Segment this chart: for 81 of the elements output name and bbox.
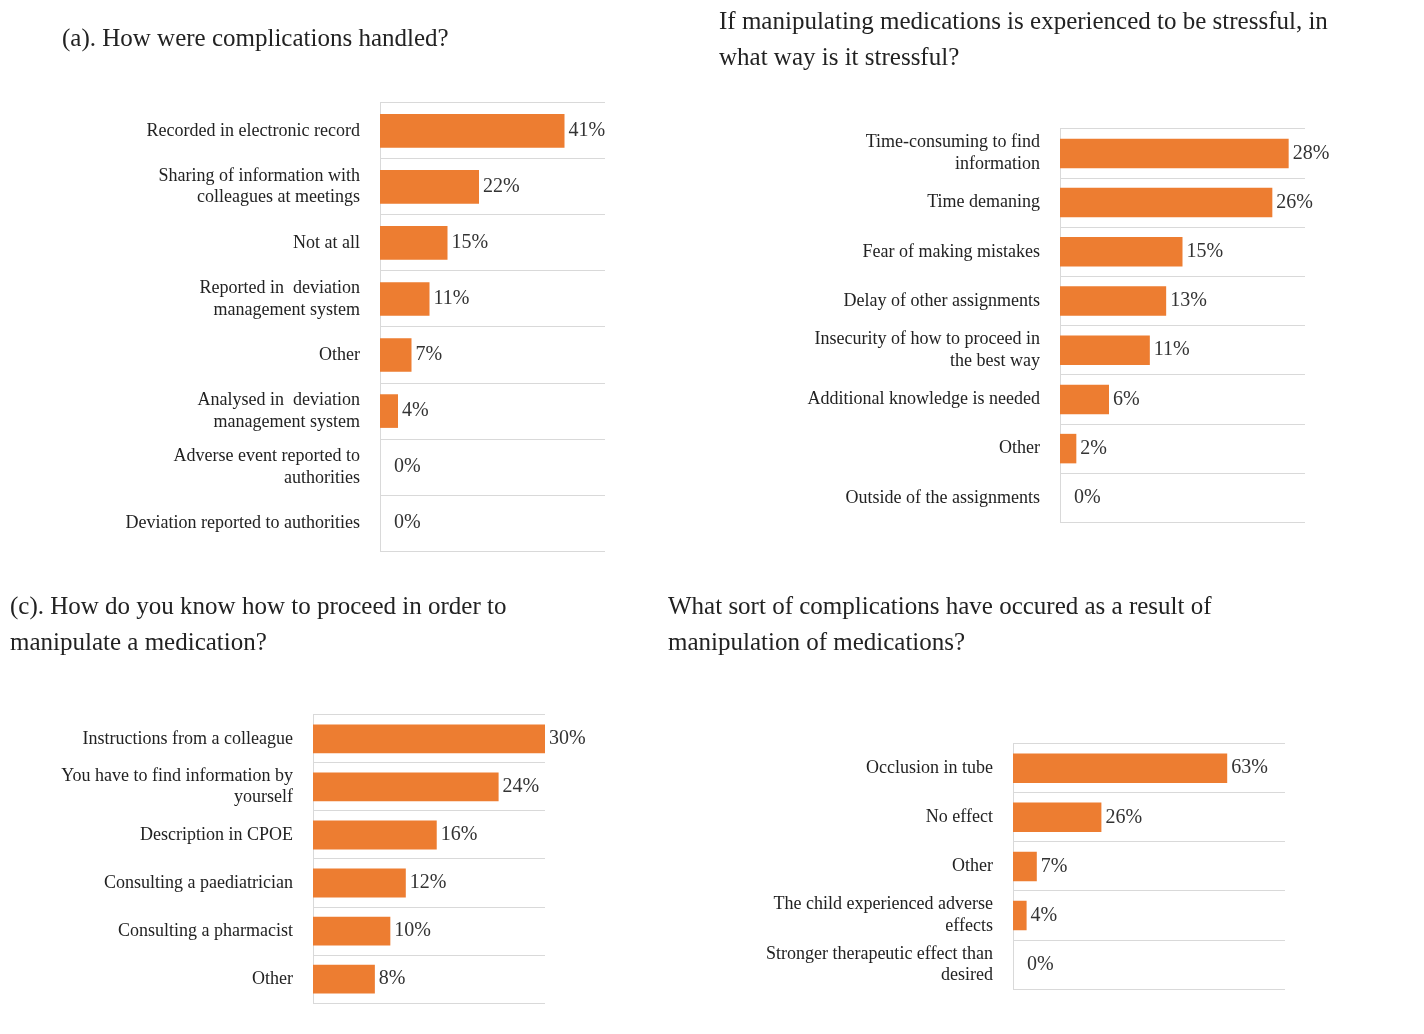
- data-label: 7%: [415, 342, 443, 365]
- bar: [380, 114, 565, 148]
- data-label: 41%: [568, 118, 606, 141]
- bar: [1060, 187, 1273, 218]
- y-tick-label: Consulting a paediatrician: [104, 871, 293, 892]
- bar: [1013, 900, 1027, 931]
- data-label: 24%: [502, 774, 540, 797]
- bar: [313, 868, 406, 898]
- y-tick-label: Other: [952, 855, 993, 876]
- data-label: 26%: [1276, 189, 1314, 212]
- data-label: 15%: [1186, 239, 1224, 262]
- y-tick-label: Other: [252, 967, 293, 988]
- y-tick-label: Sharing of information with colleagues at meetings: [158, 164, 360, 207]
- data-label: 11%: [433, 286, 470, 309]
- y-tick-label: No effect: [925, 806, 993, 827]
- y-tick-label: Outside of the assignments: [845, 486, 1040, 507]
- bar: [1060, 286, 1167, 316]
- bar: [1060, 384, 1109, 415]
- bar: [380, 282, 430, 316]
- data-label: 22%: [483, 174, 520, 197]
- y-tick-label: Deviation reported to authorities: [125, 511, 360, 532]
- bar: [380, 338, 412, 372]
- chart-title: (c). How do you know how to proceed in order to manipulate a medication?: [10, 591, 508, 657]
- y-tick-label: Fear of making mistakes: [862, 240, 1040, 261]
- bar: [313, 916, 391, 946]
- y-tick-label: You have to find information by yourself: [61, 764, 293, 807]
- y-tick-label: Recorded in electronic record: [146, 119, 360, 140]
- data-label: 0%: [394, 454, 421, 477]
- data-label: 63%: [1231, 755, 1268, 778]
- y-tick-label: Adverse event reported to authorities: [173, 445, 360, 487]
- data-label: 15%: [451, 230, 489, 253]
- y-tick-label: The child experienced adverse effects: [773, 893, 993, 936]
- data-label: 28%: [1292, 140, 1330, 163]
- data-label: 11%: [1153, 337, 1190, 360]
- y-tick-label: Other: [999, 437, 1040, 458]
- data-label: 12%: [409, 870, 447, 893]
- bar: [313, 964, 375, 994]
- data-label: 4%: [1030, 902, 1058, 925]
- bar: [380, 394, 398, 428]
- bar: [313, 772, 499, 802]
- y-tick-label: Analysed in deviation management system: [197, 389, 360, 431]
- y-tick-label: Consulting a pharmacist: [118, 919, 293, 940]
- bar: [380, 226, 448, 260]
- data-label: 0%: [394, 510, 421, 533]
- bar: [380, 170, 479, 204]
- y-tick-label: Other: [319, 343, 360, 364]
- bar: [1013, 851, 1037, 882]
- y-tick-label: Not at all: [293, 231, 360, 252]
- data-label: 16%: [440, 822, 478, 845]
- y-tick-label: Occlusion in tube: [866, 756, 993, 777]
- bar: [1013, 753, 1228, 783]
- bar: [1060, 138, 1289, 169]
- data-label: 30%: [549, 726, 586, 749]
- bar: [1060, 237, 1183, 267]
- bar: [313, 820, 437, 850]
- y-tick-label: Reported in deviation management system: [199, 276, 360, 319]
- bar: [1060, 335, 1150, 365]
- y-tick-label: Delay of other assignments: [843, 289, 1040, 310]
- y-tick-label: Stronger therapeutic effect than desired: [765, 942, 993, 985]
- data-label: 26%: [1105, 804, 1143, 827]
- bar: [313, 724, 545, 754]
- y-tick-label: Time demaning: [927, 191, 1040, 212]
- bar: [1013, 802, 1102, 833]
- chart-title: (a). How were complications handled?: [62, 23, 450, 54]
- data-label: 10%: [394, 918, 432, 941]
- bar: [1060, 433, 1077, 464]
- data-label: 8%: [378, 966, 406, 989]
- chart-title: What sort of complications have occured as a result of manipulation of medications?: [668, 591, 1213, 657]
- y-tick-label: Insecurity of how to proceed in the best way: [814, 328, 1040, 370]
- data-label: 4%: [402, 398, 429, 421]
- y-tick-label: Description in CPOE: [140, 823, 293, 844]
- data-label: 6%: [1113, 386, 1140, 409]
- y-tick-label: Instructions from a colleague: [82, 727, 293, 748]
- y-tick-label: Time-consuming to find information: [865, 131, 1040, 173]
- data-label: 2%: [1080, 435, 1108, 458]
- data-label: 0%: [1074, 485, 1101, 508]
- data-label: 13%: [1170, 288, 1207, 311]
- chart-title: If manipulating medications is experienced to be stressful, in what way is it stressful?: [719, 6, 1329, 72]
- data-label: 7%: [1040, 853, 1068, 876]
- y-tick-label: Additional knowledge is needed: [807, 388, 1040, 409]
- data-label: 0%: [1027, 951, 1054, 974]
